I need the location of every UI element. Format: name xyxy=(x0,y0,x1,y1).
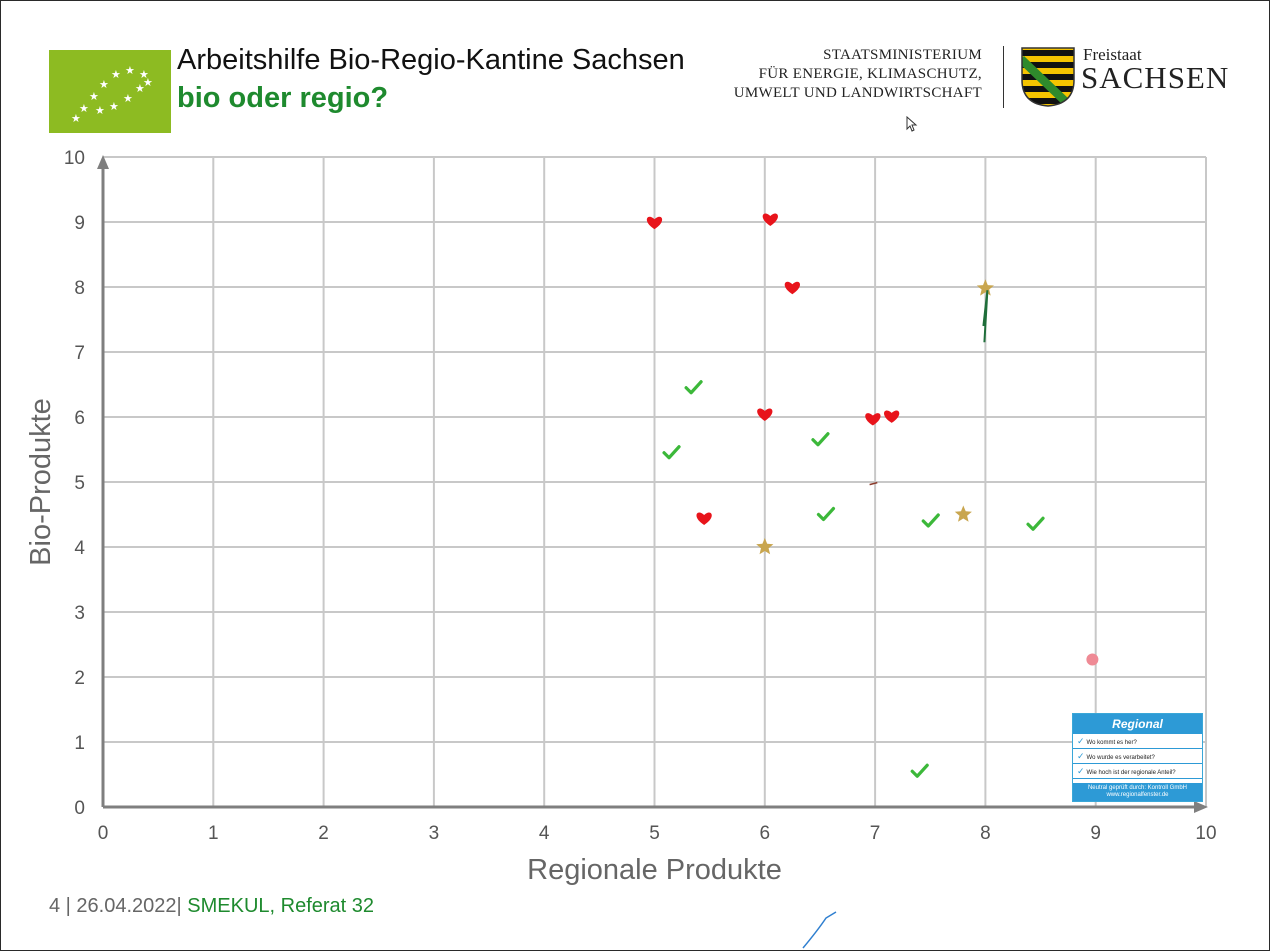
x-tick-label: 6 xyxy=(760,823,771,844)
heart-marker-icon xyxy=(696,512,712,525)
heart-marker-icon xyxy=(865,413,881,426)
heart-marker-icon xyxy=(884,410,900,423)
svg-text:★: ★ xyxy=(111,68,121,81)
star-marker-icon xyxy=(756,538,774,555)
x-axis-arrow-icon xyxy=(1194,801,1208,813)
state-label-big: SACHSEN xyxy=(1081,60,1230,95)
svg-text:★: ★ xyxy=(109,100,119,113)
check-marker-icon xyxy=(662,445,681,460)
check-marker-icon xyxy=(910,763,929,778)
regional-badge-item: ✓ Wo kommt es her? xyxy=(1073,734,1202,749)
check-icon: ✓ xyxy=(1077,736,1085,746)
footer-org: SMEKUL, Referat 32 xyxy=(181,895,375,917)
slide-title: Arbeitshilfe Bio-Regio-Kantine Sachsen xyxy=(177,44,685,76)
ministry-line-3: UMWELT UND LANDWIRTSCHAFT xyxy=(733,85,982,101)
y-tick-label: 10 xyxy=(64,148,85,169)
x-tick-label: 3 xyxy=(429,823,440,844)
y-axis-arrow-icon xyxy=(97,155,109,169)
regional-badge-title: Regional xyxy=(1073,714,1202,734)
x-axis-title: Regionale Produkte xyxy=(527,854,782,886)
check-marker-icon xyxy=(684,380,703,395)
x-tick-label: 5 xyxy=(649,823,660,844)
check-marker-icon xyxy=(921,513,940,528)
y-tick-label: 6 xyxy=(74,408,85,429)
eu-leaf-stars-icon: ★ ★ ★ ★ ★ ★ ★ ★ ★ ★ ★ ★ xyxy=(71,64,153,125)
check-marker-icon xyxy=(811,432,830,447)
svg-text:★: ★ xyxy=(135,82,145,95)
pen-annotation-stroke xyxy=(802,911,837,949)
ministry-name: STAATSMINISTERIUM FÜR ENERGIE, KLIMASCHU… xyxy=(734,46,982,103)
saxony-crest-icon xyxy=(1020,46,1076,108)
heart-marker-icon xyxy=(762,213,778,226)
star-marker-icon xyxy=(976,279,994,296)
x-tick-label: 4 xyxy=(539,823,550,844)
svg-text:★: ★ xyxy=(143,76,153,89)
x-tick-label: 1 xyxy=(208,823,219,844)
svg-text:★: ★ xyxy=(99,78,109,91)
y-tick-label: 3 xyxy=(74,603,85,624)
pen-annotation-stroke xyxy=(982,290,989,343)
regional-badge-item: ✓ Wo wurde es verarbeitet? xyxy=(1073,749,1202,764)
svg-text:★: ★ xyxy=(139,68,149,81)
logo-separator xyxy=(1003,46,1004,108)
check-marker-icon xyxy=(816,506,836,522)
slide-footer: 4 | 26.04.2022| SMEKUL, Referat 32 xyxy=(49,895,374,918)
y-tick-label: 5 xyxy=(74,473,85,494)
heart-marker-icon xyxy=(784,281,801,295)
heart-marker-icon xyxy=(646,216,663,230)
pen-annotation-mark xyxy=(869,481,878,486)
x-tick-label: 0 xyxy=(98,823,109,844)
check-icon: ✓ xyxy=(1077,751,1085,761)
x-tick-label: 7 xyxy=(870,823,881,844)
x-tick-label: 10 xyxy=(1195,823,1216,844)
svg-text:★: ★ xyxy=(125,64,135,77)
y-tick-label: 2 xyxy=(74,668,85,689)
check-marker-icon xyxy=(1026,516,1045,531)
x-tick-label: 2 xyxy=(318,823,329,844)
slide-subtitle: bio oder regio? xyxy=(177,82,389,114)
regionalfenster-badge: Regional ✓ Wo kommt es her? ✓ Wo wurde es … xyxy=(1072,713,1203,802)
x-tick-label: 9 xyxy=(1090,823,1101,844)
x-tick-label: 8 xyxy=(980,823,991,844)
check-icon: ✓ xyxy=(1077,766,1085,776)
regional-badge-item: ✓ Wie hoch ist der regionale Anteil? xyxy=(1073,764,1202,779)
svg-text:★: ★ xyxy=(79,102,89,115)
star-marker-icon xyxy=(954,505,972,522)
y-tick-label: 9 xyxy=(74,213,85,234)
y-tick-label: 4 xyxy=(74,538,85,559)
heart-marker-icon xyxy=(757,408,773,421)
ministry-line-1: STAATSMINISTERIUM xyxy=(823,47,982,63)
state-label-small: Freistaat xyxy=(1083,45,1142,64)
y-tick-label: 0 xyxy=(74,798,85,819)
svg-text:★: ★ xyxy=(89,90,99,103)
y-axis-title: Bio-Produkte xyxy=(25,398,57,566)
mouse-pointer-icon xyxy=(906,116,918,132)
ministry-line-2: FÜR ENERGIE, KLIMASCHUTZ, xyxy=(758,66,982,82)
y-tick-label: 7 xyxy=(74,343,85,364)
svg-text:★: ★ xyxy=(123,92,133,105)
dot-marker-icon xyxy=(1086,653,1099,666)
eu-organic-logo: ★ ★ ★ ★ ★ ★ ★ ★ ★ ★ ★ ★ xyxy=(49,50,171,133)
regional-badge-footer: Neutral geprüft durch: Kontroll GmbH www… xyxy=(1073,783,1202,801)
y-tick-label: 8 xyxy=(74,278,85,299)
y-tick-label: 1 xyxy=(74,733,85,754)
svg-text:★: ★ xyxy=(71,112,81,125)
svg-text:★: ★ xyxy=(95,104,105,117)
footer-page-date: 4 | 26.04.2022| xyxy=(49,895,182,917)
